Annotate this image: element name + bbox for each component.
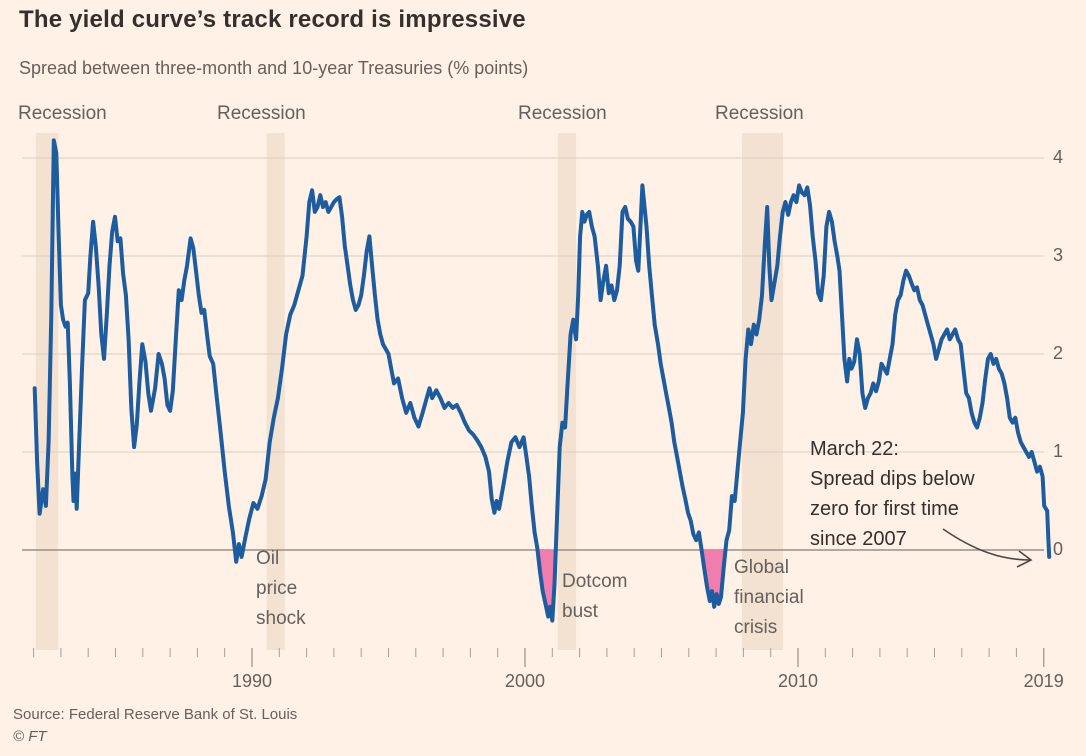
y-axis-label: 2 (1053, 343, 1064, 363)
x-axis-label: 2019 (1023, 671, 1064, 691)
recession-label: Recession (217, 103, 306, 124)
y-axis-label: 4 (1053, 147, 1064, 167)
y-axis-label: 1 (1053, 441, 1064, 461)
recession-band (266, 133, 285, 650)
y-axis-label: 0 (1053, 539, 1064, 559)
chart-subtitle: Spread between three-month and 10-year T… (19, 58, 529, 78)
spread-line (32, 138, 1052, 623)
annotation-oil-price-shock: Oil price shock (256, 548, 306, 629)
recession-band (742, 133, 783, 650)
annotation-dotcom-bust: Dotcom bust (562, 571, 628, 622)
recession-band (35, 133, 59, 650)
page-title: The yield curve’s track record is impres… (19, 6, 526, 33)
annotation-arrow (942, 528, 1031, 561)
copyright-note: © FT (13, 728, 47, 745)
annotation-march22: March 22: Spread dips below zero for fir… (810, 438, 975, 550)
x-axis-label: 2000 (504, 671, 546, 691)
x-axis-label: 1990 (231, 671, 273, 691)
source-note: Source: Federal Reserve Bank of St. Loui… (13, 706, 298, 723)
annotation-global-financial-crisis: Global financial crisis (734, 557, 804, 638)
annotation-arrow-head (1016, 550, 1033, 568)
x-axis-label: 2010 (777, 671, 819, 691)
y-axis-label: 3 (1053, 245, 1064, 265)
recession-label: Recession (518, 103, 607, 124)
recession-label: Recession (715, 103, 804, 124)
recession-label: Recession (18, 103, 107, 124)
